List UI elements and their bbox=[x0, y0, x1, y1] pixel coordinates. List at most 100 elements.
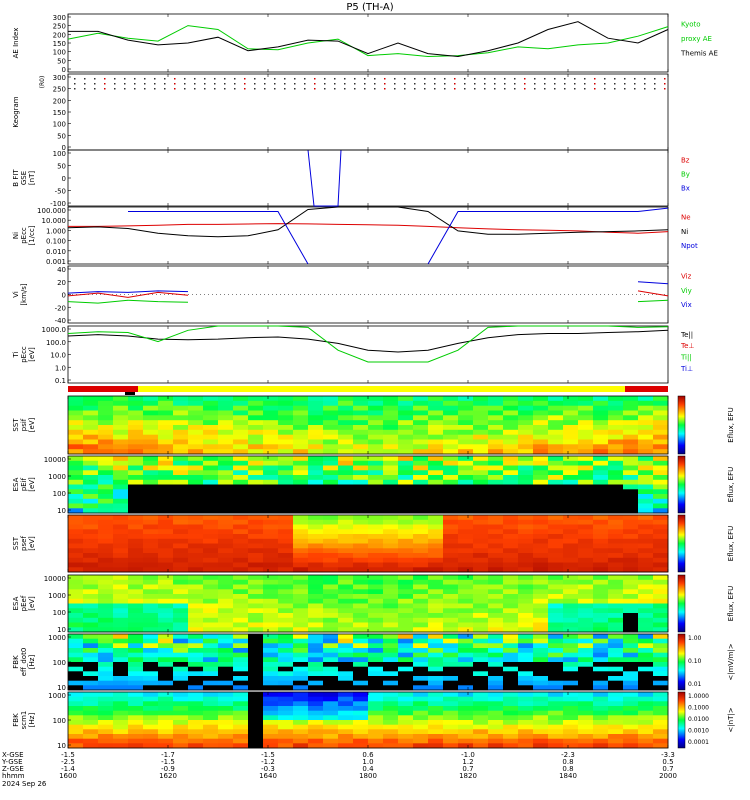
sst_e-heatmap-cell bbox=[473, 548, 489, 554]
fbk_e-ylabel: [Hz] bbox=[28, 655, 36, 670]
sst_e-heatmap-cell bbox=[443, 524, 459, 530]
esa_e-heatmap-cell bbox=[518, 575, 534, 581]
fbk_b-heatmap-cell bbox=[473, 738, 489, 744]
esa_i-heatmap-cell bbox=[443, 470, 459, 476]
esa_i-heatmap-cell bbox=[158, 470, 174, 476]
esa_i-heatmap-cell bbox=[518, 475, 534, 481]
fbk_e-heatmap-cell bbox=[248, 657, 264, 663]
esa_i-heatmap-cell bbox=[428, 479, 444, 485]
sst_e-heatmap-cell bbox=[113, 519, 129, 525]
sst_i-heatmap-cell bbox=[158, 439, 174, 445]
fbk_e-heatmap-cell bbox=[323, 652, 339, 658]
sst_i-heatmap-cell bbox=[323, 400, 339, 406]
fbk_b-heatmap-cell bbox=[593, 734, 609, 740]
esa_i-heatmap-cell bbox=[518, 489, 534, 495]
sst_i-heatmap-cell bbox=[443, 415, 459, 421]
keogram-dot bbox=[504, 83, 506, 85]
fbk_b-heatmap-cell bbox=[173, 701, 189, 707]
esa_e-heatmap-cell bbox=[458, 622, 474, 628]
fbk_b-heatmap-cell bbox=[293, 729, 309, 735]
fbk_e-heatmap-cell bbox=[113, 671, 129, 677]
fbk_b-heatmap-cell bbox=[188, 696, 204, 702]
fbk_b-heatmap-cell bbox=[533, 720, 549, 726]
esa_e-heatmap-cell bbox=[353, 617, 369, 623]
esa_i-heatmap-cell bbox=[548, 494, 564, 500]
esa_e-heatmap-cell bbox=[413, 603, 429, 609]
esa_e-heatmap-cell bbox=[248, 594, 264, 600]
esa_e-heatmap-cell bbox=[443, 613, 459, 619]
sst_e-heatmap-cell bbox=[218, 538, 234, 544]
sst_e-heatmap-cell bbox=[203, 548, 219, 554]
fbk_e-heatmap-cell bbox=[428, 676, 444, 682]
sst_i-heatmap-cell bbox=[98, 396, 114, 402]
fbk_e-heatmap-cell bbox=[278, 638, 294, 644]
fbk_b-heatmap-cell bbox=[473, 706, 489, 712]
esa_i-heatmap-cell bbox=[473, 508, 489, 514]
fbk_b-heatmap-cell bbox=[263, 715, 279, 721]
fbk_e-heatmap-cell bbox=[263, 652, 279, 658]
sst_i-heatmap-cell bbox=[98, 400, 114, 406]
esa_i-heatmap-cell bbox=[278, 498, 294, 504]
fbk_b-heatmap-cell bbox=[308, 734, 324, 740]
fbk_b-heatmap-cell bbox=[308, 706, 324, 712]
esa_e-heatmap-cell bbox=[278, 584, 294, 590]
sst_e-heatmap-cell bbox=[428, 519, 444, 525]
fbk_b-colorbar-tick: 0.0100 bbox=[688, 716, 709, 723]
esa_i-heatmap-cell bbox=[578, 479, 594, 485]
esa_e-heatmap-cell bbox=[263, 579, 279, 585]
esa_e-heatmap-cell bbox=[563, 598, 579, 604]
fbk_b-heatmap-cell bbox=[458, 724, 474, 730]
esa_i-heatmap-cell bbox=[368, 475, 384, 481]
sst_e-heatmap-cell bbox=[143, 534, 159, 540]
esa_i-heatmap-cell bbox=[398, 470, 414, 476]
keogram-dot bbox=[424, 83, 426, 85]
sst_i-heatmap-cell bbox=[413, 410, 429, 416]
sst_e-heatmap-cell bbox=[173, 543, 189, 549]
sst_i-heatmap-cell bbox=[263, 410, 279, 416]
fbk_b-heatmap-cell bbox=[608, 724, 624, 730]
sst_e-heatmap-cell bbox=[473, 553, 489, 559]
sst_e-heatmap-cell bbox=[623, 553, 639, 559]
fbk_e-heatmap-cell bbox=[188, 657, 204, 663]
esa_e-heatmap-cell bbox=[143, 579, 159, 585]
sst_e-heatmap-cell bbox=[473, 567, 489, 573]
sst_i-heatmap-cell bbox=[203, 444, 219, 450]
keogram-dot bbox=[404, 83, 406, 85]
sst_i-heatmap-cell bbox=[638, 405, 654, 411]
esa_e-heatmap-cell bbox=[353, 627, 369, 633]
esa_i-ylabel: [eV] bbox=[28, 477, 36, 492]
sst_i-heatmap-cell bbox=[428, 396, 444, 402]
sst_e-heatmap-cell bbox=[278, 529, 294, 535]
keogram-dot bbox=[344, 78, 346, 80]
fbk_b-heatmap-cell bbox=[98, 706, 114, 712]
fbk_e-heatmap-cell bbox=[323, 671, 339, 677]
fbk_e-heatmap-cell bbox=[113, 657, 129, 663]
esa_e-heatmap-cell bbox=[83, 594, 99, 600]
sst_i-heatmap-cell bbox=[173, 405, 189, 411]
sst_e-heatmap-cell bbox=[503, 529, 519, 535]
esa_i-heatmap-cell bbox=[158, 498, 174, 504]
sst_e-heatmap-cell bbox=[443, 519, 459, 525]
footer-value: 1.0 bbox=[362, 758, 373, 766]
esa_e-heatmap-cell bbox=[158, 594, 174, 600]
esa_e-heatmap-cell bbox=[518, 603, 534, 609]
esa_e-heatmap-cell bbox=[173, 622, 189, 628]
sst_i-heatmap-cell bbox=[323, 420, 339, 426]
esa_e-heatmap-cell bbox=[533, 622, 549, 628]
temperature-ytick-label: 100.0 bbox=[46, 339, 66, 347]
sst_e-heatmap-cell bbox=[578, 538, 594, 544]
sst_i-heatmap-cell bbox=[503, 420, 519, 426]
fbk_e-heatmap-cell bbox=[458, 676, 474, 682]
sst_e-heatmap-cell bbox=[383, 567, 399, 573]
sst_e-heatmap-cell bbox=[398, 562, 414, 568]
esa_i-heatmap-cell bbox=[473, 460, 489, 466]
fbk_b-heatmap-cell bbox=[593, 710, 609, 716]
esa_e-heatmap-cell bbox=[203, 622, 219, 628]
sst_i-heatmap-cell bbox=[278, 439, 294, 445]
sst_i-heatmap-cell bbox=[518, 410, 534, 416]
temperature-legend-item: Ti⊥ bbox=[680, 365, 693, 373]
sst_e-heatmap-cell bbox=[563, 543, 579, 549]
esa_e-heatmap-cell bbox=[653, 594, 669, 600]
esa_e-heatmap-cell bbox=[278, 622, 294, 628]
keogram-dot bbox=[354, 88, 356, 90]
